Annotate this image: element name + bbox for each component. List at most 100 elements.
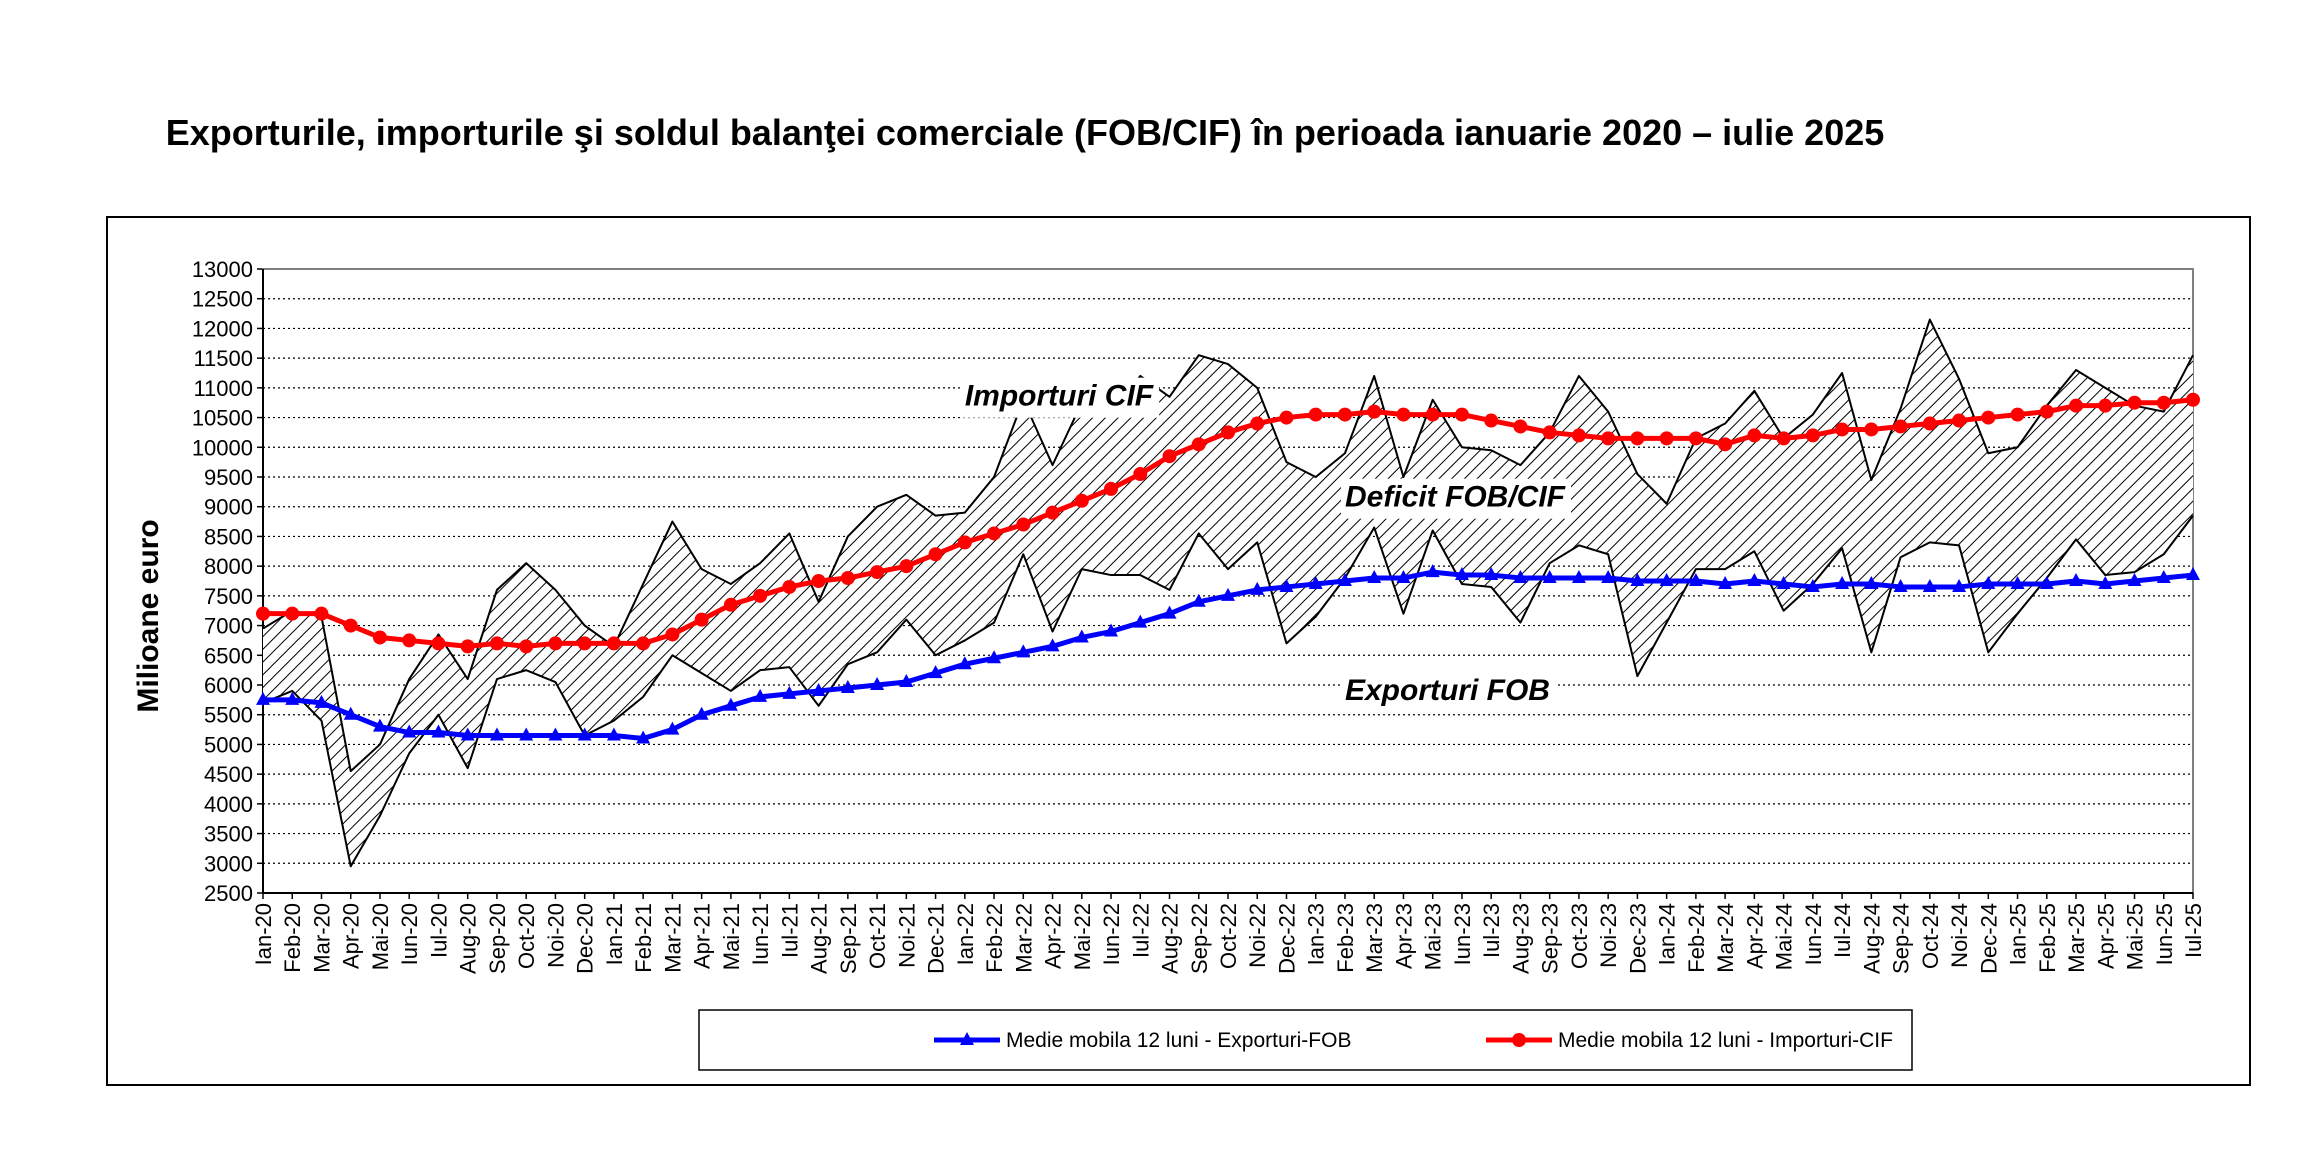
y-tick-label: 9500 bbox=[204, 465, 253, 490]
ma-exports-marker bbox=[1308, 575, 1323, 589]
x-tick-label: Apr-21 bbox=[690, 903, 715, 969]
ma-imports-marker bbox=[1396, 407, 1411, 422]
ma-exports-marker bbox=[1337, 573, 1352, 586]
ma-imports-marker bbox=[1279, 410, 1294, 425]
x-tick-label: Mai-22 bbox=[1070, 903, 1095, 970]
x-tick-label: Sep-22 bbox=[1187, 903, 1212, 974]
x-tick-label: Ian-20 bbox=[251, 903, 276, 965]
x-tick-label: Noi-22 bbox=[1245, 903, 1270, 968]
ma-imports-marker bbox=[2069, 398, 2084, 413]
ma-exports-marker bbox=[1016, 644, 1031, 658]
ma-imports-marker bbox=[987, 526, 1002, 541]
ma-imports-marker bbox=[1776, 431, 1791, 446]
y-tick-label: 4000 bbox=[204, 792, 253, 817]
y-tick-label: 13000 bbox=[192, 257, 253, 282]
ma-exports-marker bbox=[519, 727, 534, 741]
x-tick-label: Sep-23 bbox=[1538, 903, 1563, 974]
ma-exports-marker bbox=[2098, 575, 2113, 589]
imports-line bbox=[262, 318, 2194, 773]
ma-exports-marker bbox=[1425, 564, 1440, 578]
ma-imports-marker bbox=[1162, 449, 1177, 464]
x-tick-label: Iul-20 bbox=[426, 903, 451, 958]
x-tick-label: Aug-23 bbox=[1508, 903, 1533, 974]
plot-area bbox=[262, 268, 2194, 894]
ma-imports-marker bbox=[343, 618, 358, 633]
ma-imports-marker bbox=[1893, 419, 1908, 434]
annotation-1: Importuri CIF bbox=[965, 380, 1154, 413]
legend-label: Medie mobila 12 luni - Importuri-CIF bbox=[1558, 1029, 1893, 1052]
x-tick-label: Ian-25 bbox=[2006, 903, 2031, 965]
x-tick-label: Dec-24 bbox=[1976, 903, 2001, 974]
ma-imports-marker bbox=[811, 574, 826, 588]
ma-imports-marker bbox=[1659, 431, 1674, 446]
ma-imports-marker bbox=[723, 597, 738, 612]
x-tick-label: Sep-20 bbox=[485, 903, 510, 974]
ma-imports-marker bbox=[489, 636, 504, 651]
x-tick-label: Mar-23 bbox=[1362, 903, 1387, 973]
x-tick-label: Iun-21 bbox=[748, 903, 773, 965]
ma-exports-marker bbox=[1279, 578, 1294, 592]
legend-marker-triangle bbox=[960, 1032, 974, 1045]
ma-exports-marker bbox=[2156, 570, 2171, 584]
ma-imports-marker bbox=[1513, 419, 1528, 434]
x-tick-label: Apr-22 bbox=[1041, 903, 1066, 969]
ma-exports-marker bbox=[957, 656, 972, 670]
x-tick-label: Mai-20 bbox=[368, 903, 393, 970]
ma-imports-marker bbox=[314, 606, 329, 621]
ma-imports-marker bbox=[1133, 467, 1148, 482]
ma-exports-marker bbox=[1162, 605, 1177, 619]
ma-exports-marker bbox=[1133, 614, 1148, 628]
x-tick-label: Ian-23 bbox=[1304, 903, 1329, 965]
y-tick-label: 10500 bbox=[192, 406, 253, 431]
x-tick-label: Iul-25 bbox=[2181, 903, 2206, 958]
x-tick-label: Sep-24 bbox=[1889, 903, 1914, 974]
ma-imports-marker bbox=[1747, 428, 1762, 443]
x-tick-label: Feb-23 bbox=[1333, 903, 1358, 973]
ma-imports-marker bbox=[1337, 407, 1352, 422]
ma-imports-marker bbox=[2156, 395, 2171, 410]
x-tick-label: Iun-24 bbox=[1801, 903, 1826, 965]
ma-imports-marker bbox=[1221, 425, 1235, 440]
x-tick-label: Aug-20 bbox=[456, 903, 481, 974]
ma-exports-marker bbox=[1864, 575, 1879, 589]
ma-exports-marker bbox=[343, 706, 358, 720]
x-tick-label: Mai-23 bbox=[1421, 903, 1446, 970]
x-tick-label: Mar-20 bbox=[309, 903, 334, 973]
ma-imports-marker bbox=[372, 630, 387, 645]
x-tick-label: Ian-24 bbox=[1655, 903, 1680, 965]
ma-imports-marker bbox=[2127, 395, 2142, 410]
ma-imports-marker bbox=[694, 612, 709, 627]
x-tick-label: Iun-23 bbox=[1450, 903, 1475, 965]
ma-imports-marker bbox=[1074, 493, 1089, 508]
x-tick-label: Feb-25 bbox=[2035, 903, 2060, 973]
ma-imports-marker bbox=[957, 535, 972, 550]
y-tick-label: 12500 bbox=[192, 287, 253, 312]
x-tick-label: Mar-25 bbox=[2064, 903, 2089, 973]
ma-imports-marker bbox=[548, 636, 563, 651]
y-tick-label: 7500 bbox=[204, 584, 253, 609]
y-tick-label: 3000 bbox=[204, 851, 253, 876]
ma-exports-marker bbox=[1952, 578, 1967, 592]
annotation-2: Deficit FOB/CIF bbox=[1345, 481, 1566, 514]
ma-exports-marker bbox=[1396, 570, 1411, 584]
ma-exports-marker bbox=[1718, 575, 1733, 589]
ma-exports-marker bbox=[2039, 575, 2054, 589]
ma-imports-marker bbox=[1981, 410, 1996, 425]
ma-exports-marker bbox=[2010, 575, 2025, 589]
ma-exports-marker bbox=[840, 679, 855, 693]
ma-exports-marker bbox=[1981, 575, 1996, 589]
ma-exports-marker bbox=[2186, 567, 2200, 581]
x-tick-label: Iun-22 bbox=[1099, 903, 1124, 965]
trade-balance-chart: 2500 3000 3500 4000 4500 5000 5500 6000 6500 7000… bbox=[132, 257, 2206, 1071]
ma-imports-marker bbox=[1425, 407, 1440, 422]
x-tick-label: Dec-22 bbox=[1274, 903, 1299, 974]
annotation-background bbox=[1340, 671, 1556, 712]
ma-exports-marker bbox=[753, 688, 768, 702]
ma-exports-marker bbox=[1454, 567, 1469, 581]
y-tick-label: 10000 bbox=[192, 435, 253, 460]
ma-exports-marker bbox=[1571, 570, 1586, 584]
ma-imports-marker bbox=[1805, 428, 1820, 443]
y-tick-label: 3500 bbox=[204, 822, 253, 847]
ma-imports-marker bbox=[1688, 431, 1703, 446]
ma-exports-marker bbox=[1542, 570, 1557, 584]
